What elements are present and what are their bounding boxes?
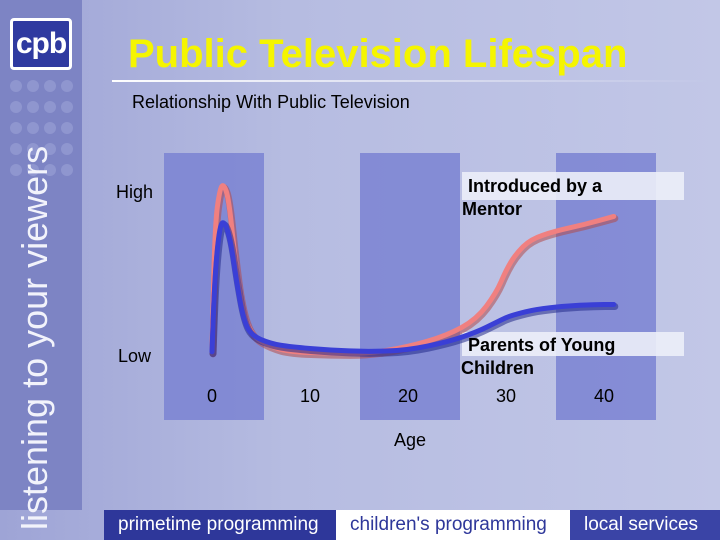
- age-band-20: [360, 153, 460, 420]
- chart-subtitle: Relationship With Public Television: [132, 92, 410, 112]
- y-label-high: High: [116, 182, 153, 202]
- x-axis-label: Age: [394, 430, 426, 450]
- x-tick-label-30: 30: [496, 386, 516, 406]
- y-label-low: Low: [118, 346, 152, 366]
- slide-title: Public Television Lifespan: [128, 32, 628, 76]
- footer-childrens[interactable]: children's programming: [336, 510, 570, 540]
- footer-primetime[interactable]: primetime programming: [118, 514, 319, 535]
- annotation-box-parents: [462, 332, 684, 356]
- annotation-parents: Parents of Young Children: [461, 335, 615, 378]
- x-tick-label-10: 10: [300, 386, 320, 406]
- annotation-mentor: Introduced by a Mentor: [462, 176, 603, 219]
- footer-local-services[interactable]: local services: [570, 510, 720, 540]
- title-underline: [112, 80, 712, 82]
- annotation-box-mentor: [462, 172, 684, 200]
- cpb-logo: cpb: [10, 18, 72, 70]
- series-1-line: [209, 220, 617, 355]
- dot-pattern: [10, 80, 74, 180]
- x-tick-label-0: 0: [207, 386, 217, 406]
- footer-nav: primetime programming children's program…: [104, 510, 720, 540]
- x-tick-label-20: 20: [398, 386, 418, 406]
- x-tick-label-40: 40: [594, 386, 614, 406]
